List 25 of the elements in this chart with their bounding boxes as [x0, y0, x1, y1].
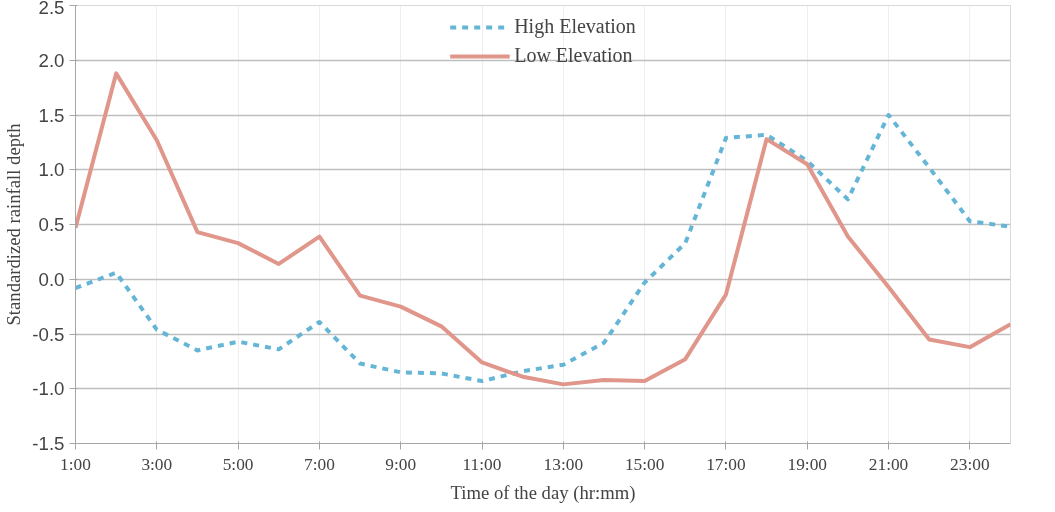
legend-label: High Elevation	[514, 15, 636, 38]
y-tick-label: 1.0	[38, 159, 65, 181]
y-tick-label: 2.5	[38, 0, 65, 18]
x-tick-label: 19:00	[787, 454, 827, 474]
x-tick-label: 11:00	[462, 454, 502, 474]
x-tick-label: 9:00	[385, 454, 417, 474]
x-tick-label: 23:00	[950, 454, 990, 474]
x-tick-label: 15:00	[624, 454, 665, 474]
x-tick-label: 7:00	[304, 454, 335, 474]
y-tick-label: 0.0	[38, 268, 65, 290]
legend-label: Low Elevation	[514, 44, 633, 67]
x-axis-title: Time of the day (hr:mm)	[450, 481, 636, 504]
x-tick-label: 5:00	[222, 454, 254, 474]
y-tick-label: -0.5	[32, 323, 65, 345]
y-tick-label: 2.0	[38, 49, 65, 71]
y-tick-label: -1.5	[32, 433, 65, 454]
y-tick-label: -1.0	[32, 378, 65, 400]
x-tick-label: 21:00	[868, 454, 909, 474]
y-tick-label: 0.5	[38, 214, 65, 235]
x-tick-label: 3:00	[141, 454, 173, 474]
y-axis-title: Standardized rainfall depth	[3, 122, 25, 326]
x-tick-label: 1:00	[60, 454, 91, 474]
x-tick-label: 17:00	[706, 454, 746, 474]
y-tick-label: 1.5	[38, 104, 65, 126]
x-tick-label: 13:00	[543, 454, 584, 474]
